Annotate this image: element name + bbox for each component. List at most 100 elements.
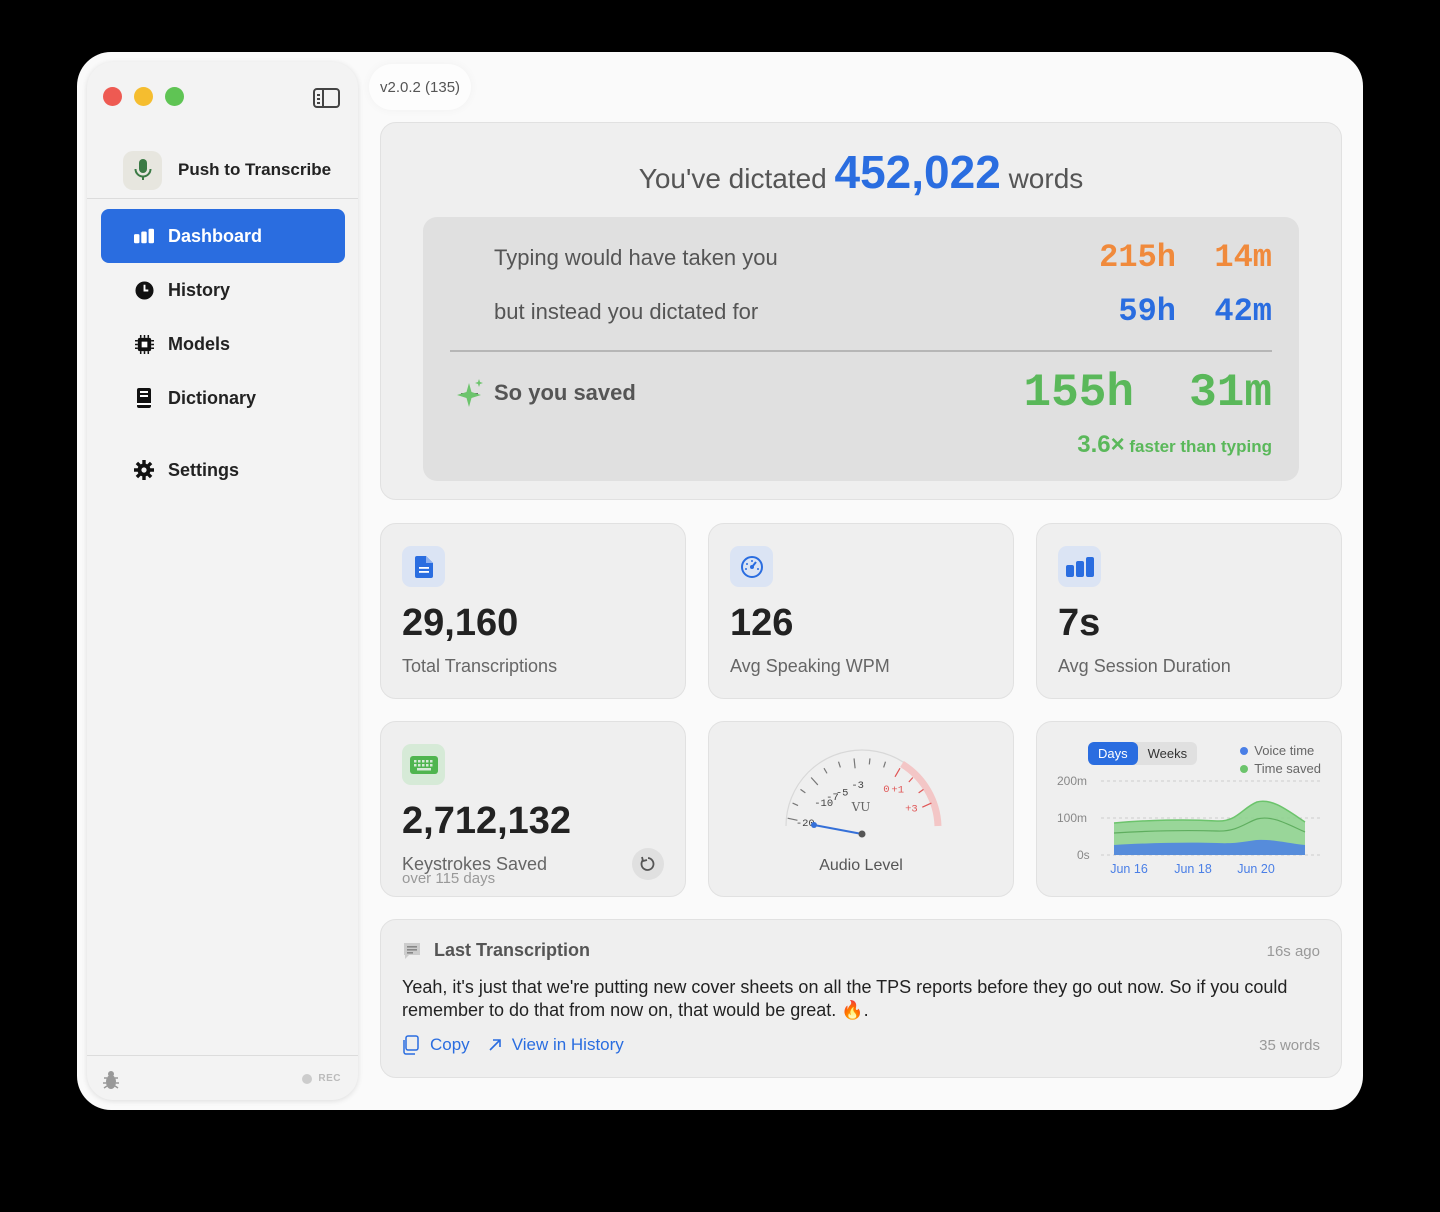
app-window: Push to Transcribe Dashboard History M: [77, 52, 1363, 1110]
last-transcription-header: Last Transcription: [402, 940, 590, 961]
view-in-history-link[interactable]: View in History: [488, 1035, 624, 1055]
sidebar-nav: Dashboard History Models Dictionary: [101, 209, 345, 497]
x-tick-label: Jun 16: [1110, 862, 1148, 876]
vu-tick: [894, 767, 901, 778]
recording-indicator: REC: [302, 1073, 341, 1084]
stat-value: 2,712,132: [402, 800, 572, 842]
vu-tick-label: -7: [826, 792, 839, 804]
dictated-row: but instead you dictated for 59h 42m: [494, 293, 1272, 330]
zoom-window-button[interactable]: [165, 87, 184, 106]
total-transcriptions-card: 29,160 Total Transcriptions: [380, 523, 686, 699]
usage-chart-card: Days Weeks Voice time Time saved 200m 10…: [1036, 721, 1342, 897]
sparkle-icon: [457, 379, 485, 414]
speedometer-icon: [730, 546, 773, 587]
divider: [87, 198, 358, 199]
stat-label: Avg Session Duration: [1058, 656, 1231, 676]
x-tick-label: Jun 18: [1174, 862, 1212, 876]
vu-tick: [918, 788, 924, 794]
document-icon: [402, 546, 445, 587]
vu-tick-label: +3: [905, 804, 918, 816]
vu-unit: VU: [851, 800, 871, 814]
keystrokes-saved-card: 2,712,132 Keystrokes Saved over 115 days: [380, 721, 686, 897]
gear-icon: [134, 460, 154, 480]
time-saved-line: [1113, 800, 1306, 824]
vu-tick-label: -10: [814, 798, 833, 810]
y-tick-label: 100m: [1057, 811, 1087, 825]
sidebar-toggle-icon[interactable]: [313, 88, 340, 108]
version-badge: v2.0.2 (135): [369, 64, 472, 110]
hero-title-suffix: words: [1008, 163, 1084, 194]
hero-title: You've dictated 452,022 words: [381, 145, 1341, 199]
clock-icon: [134, 280, 154, 300]
vu-tick: [922, 802, 932, 808]
dictated-time: 59h 42m: [1118, 293, 1272, 330]
word-count: 452,022: [834, 146, 1001, 198]
vu-tick-label: +1: [891, 784, 904, 796]
sidebar-item-models[interactable]: Models: [101, 317, 345, 371]
stat-label: Total Transcriptions: [402, 656, 558, 676]
sidebar-item-history[interactable]: History: [101, 263, 345, 317]
stat-label: Keystrokes Saved: [402, 854, 548, 874]
y-tick-label: 200m: [1057, 774, 1087, 788]
copy-button[interactable]: Copy: [402, 1035, 470, 1055]
reset-button[interactable]: [632, 848, 664, 880]
vu-tick-label: -3: [851, 780, 864, 792]
sidebar-item-label: History: [168, 279, 231, 300]
word-count-label: 35 words: [1259, 1037, 1320, 1054]
vu-needle: [813, 824, 863, 835]
sidebar-item-settings[interactable]: Settings: [101, 443, 345, 497]
typing-time: 215h 14m: [1099, 239, 1272, 276]
vu-meter: VU -20 -10-7-5-3 0 +1+3: [785, 749, 942, 838]
bug-icon[interactable]: [103, 1070, 121, 1090]
microphone-icon: [123, 150, 162, 190]
dictated-label: but instead you dictated for: [494, 298, 759, 324]
book-icon: [134, 388, 154, 408]
sidebar-item-label: Dashboard: [168, 225, 263, 246]
rec-dot-icon: [302, 1073, 313, 1084]
saved-time: 155h 31m: [1023, 367, 1272, 419]
vu-tick: [800, 788, 806, 794]
minimize-window-button[interactable]: [134, 87, 153, 106]
avg-session-card: 7s Avg Session Duration: [1036, 523, 1342, 699]
sidebar-item-label: Models: [168, 333, 231, 354]
audio-level-card: VU -20 -10 -7 -5 -3 0 +1 +3 Audio Level: [708, 721, 1014, 897]
speed-multiplier-value: 3.6×: [1077, 431, 1125, 458]
y-tick-label: 0s: [1077, 848, 1090, 862]
legend-dot-icon: [1240, 765, 1249, 773]
saved-row: So you saved 155h 31m: [494, 367, 1272, 419]
keyboard-icon: [402, 744, 445, 785]
sidebar: Push to Transcribe Dashboard History M: [87, 62, 358, 1100]
last-transcription-card: Last Transcription 16s ago Yeah, it's ju…: [380, 919, 1342, 1078]
time-comparison-panel: Typing would have taken you 215h 14m but…: [423, 217, 1299, 481]
stat-value: 7s: [1058, 602, 1101, 644]
vu-tick-label: -20: [796, 818, 815, 830]
bar-chart-icon: [134, 226, 154, 246]
divider: [450, 350, 1272, 352]
stat-label: Avg Speaking WPM: [730, 656, 890, 676]
vu-tick: [908, 777, 914, 783]
range-segmented-control: Days Weeks: [1088, 742, 1198, 765]
vu-tick: [787, 817, 798, 821]
segment-days[interactable]: Days: [1088, 742, 1138, 765]
vu-tick: [823, 767, 828, 774]
copy-icon: [403, 1035, 419, 1055]
close-window-button[interactable]: [103, 87, 122, 106]
stat-value: 126: [730, 602, 794, 644]
transcription-actions: Copy View in History: [402, 1035, 624, 1055]
sidebar-item-dictionary[interactable]: Dictionary: [101, 371, 345, 425]
typing-label: Typing would have taken you: [494, 244, 778, 270]
app-header: Push to Transcribe: [123, 148, 358, 192]
bar-chart-icon: [1058, 546, 1101, 587]
vu-tick: [883, 761, 887, 768]
vu-needle-tip: [811, 822, 817, 828]
x-tick-label: Jun 20: [1237, 862, 1275, 876]
avg-wpm-card: 126 Avg Speaking WPM: [708, 523, 1014, 699]
vu-pivot: [858, 830, 866, 838]
rec-label: REC: [318, 1073, 341, 1084]
speed-multiplier: 3.6× faster than typing: [1077, 431, 1272, 459]
legend-item: Time saved: [1240, 760, 1321, 778]
segment-weeks[interactable]: Weeks: [1147, 746, 1188, 761]
speed-multiplier-label: faster than typing: [1129, 437, 1272, 456]
voice-time-area: [1114, 839, 1305, 855]
sidebar-item-dashboard[interactable]: Dashboard: [101, 209, 345, 263]
